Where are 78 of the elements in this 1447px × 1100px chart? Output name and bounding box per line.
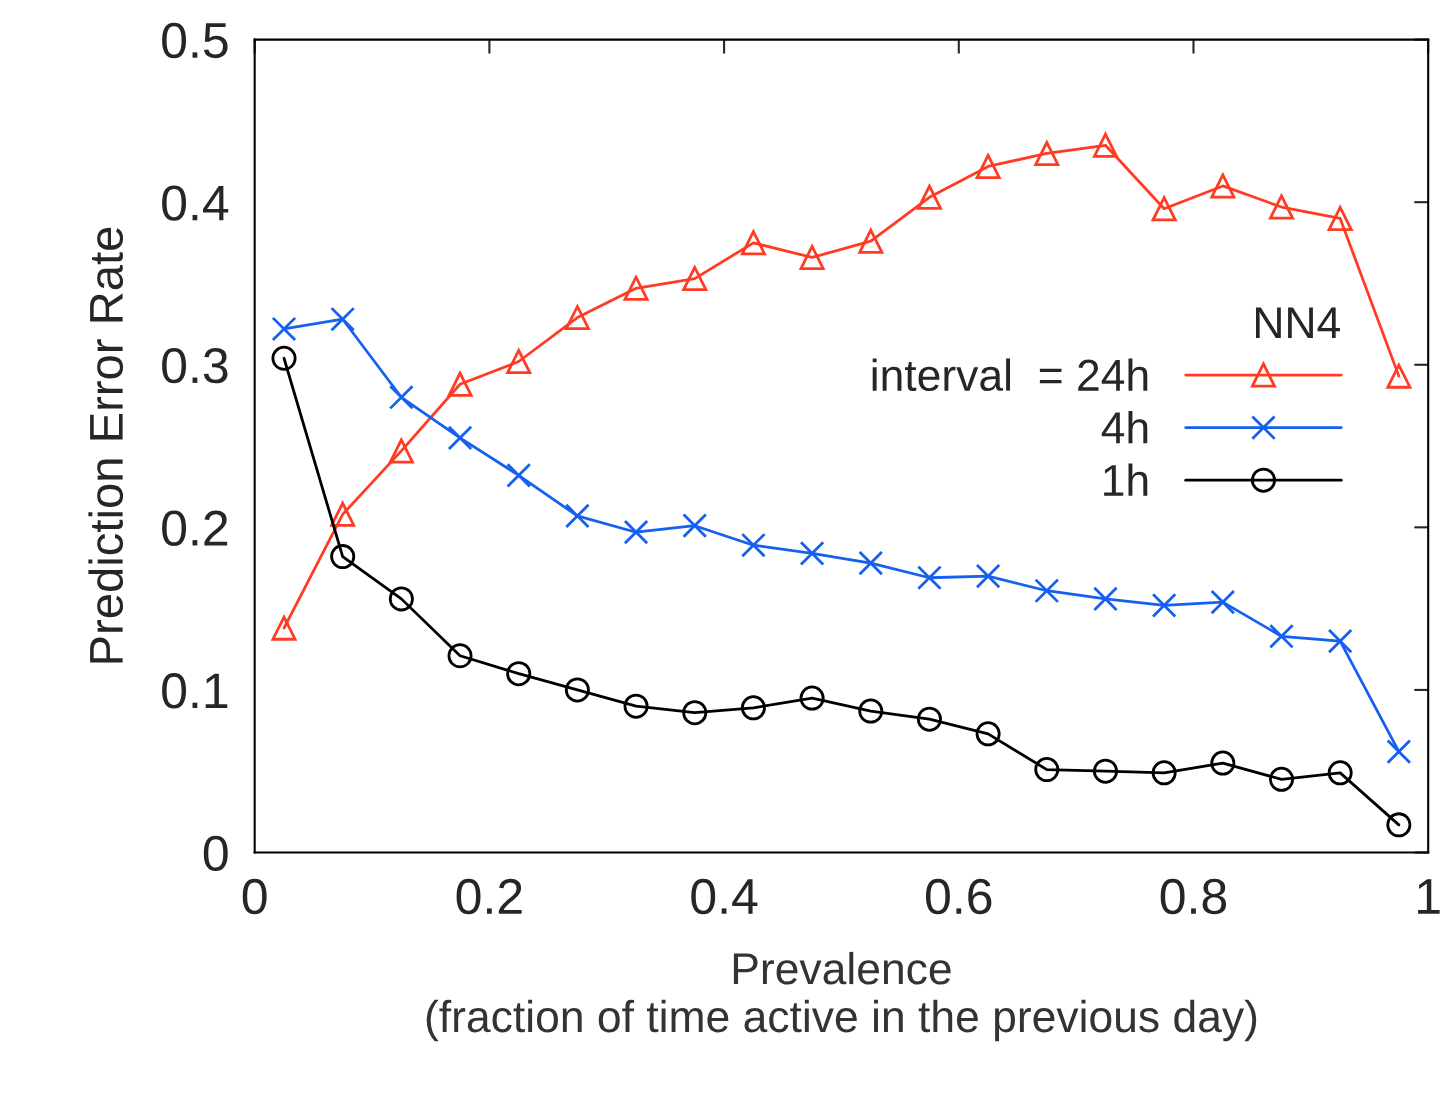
point [1386,739,1412,765]
point [447,371,473,397]
point [564,503,590,529]
point [1034,757,1060,783]
point [1386,812,1412,838]
x-axis-title: Prevalence (fraction of time active in the previous day) [426,951,1257,1042]
point [1386,363,1412,389]
point [1151,196,1177,222]
point [447,425,473,451]
point [682,513,708,539]
point [447,643,473,669]
legend-label: interval = 24h [872,358,1148,392]
point [623,519,649,545]
point [330,544,356,570]
point [271,615,297,641]
point [682,700,708,726]
point [506,462,532,488]
point [623,693,649,719]
point [799,685,825,711]
point [271,345,297,371]
legend-label: 4h [1101,410,1148,444]
point [1327,205,1353,231]
point [388,438,414,464]
point [799,244,825,270]
point [740,230,766,256]
point [1327,628,1353,654]
point [271,316,297,342]
point [799,540,825,566]
point [1151,592,1177,618]
point [1092,586,1118,612]
point [858,228,884,254]
point [682,266,708,292]
y-tick-label: 0.5 [162,22,228,59]
point [1210,750,1236,776]
point [1034,578,1060,604]
legend-label: 1h [1104,463,1148,496]
x-tick-label: 1 [1418,879,1440,914]
x-tick-label: 0.8 [1160,878,1227,915]
x-tick-label: 0.4 [691,878,758,915]
point [1269,623,1294,649]
y-tick-label: 0.3 [162,347,228,384]
y-tick-label: 0.2 [162,510,228,546]
point [388,586,414,612]
point [916,184,942,210]
point [1269,766,1294,792]
y-axis-title: Prediction Error Rate [88,227,124,663]
legend-title: NN4 [1255,307,1340,339]
point [916,565,942,591]
point [564,305,590,331]
point [1034,140,1060,166]
point [1151,760,1177,786]
x-tick-label: 0.2 [456,878,522,915]
point [1210,589,1236,615]
point [623,275,649,301]
point [1327,760,1353,786]
point [1210,173,1236,199]
point [330,306,356,332]
point [506,349,532,375]
point [858,698,884,724]
point [1092,132,1118,158]
point [975,153,1001,179]
y-tick-label: 0 [203,835,228,872]
point [506,661,532,687]
point [564,677,590,703]
point [330,501,356,527]
y-tick-label: 0.1 [162,673,228,709]
point [916,706,942,732]
x-tick-label: 0 [242,878,267,915]
x-tick-label: 0.6 [925,878,992,915]
point [1092,758,1118,784]
point [975,721,1001,747]
y-tick-label: 0.4 [162,185,229,221]
point [388,384,414,410]
point [740,695,766,721]
point [975,563,1001,589]
point [740,532,766,558]
point [858,550,884,576]
point [1269,194,1294,220]
